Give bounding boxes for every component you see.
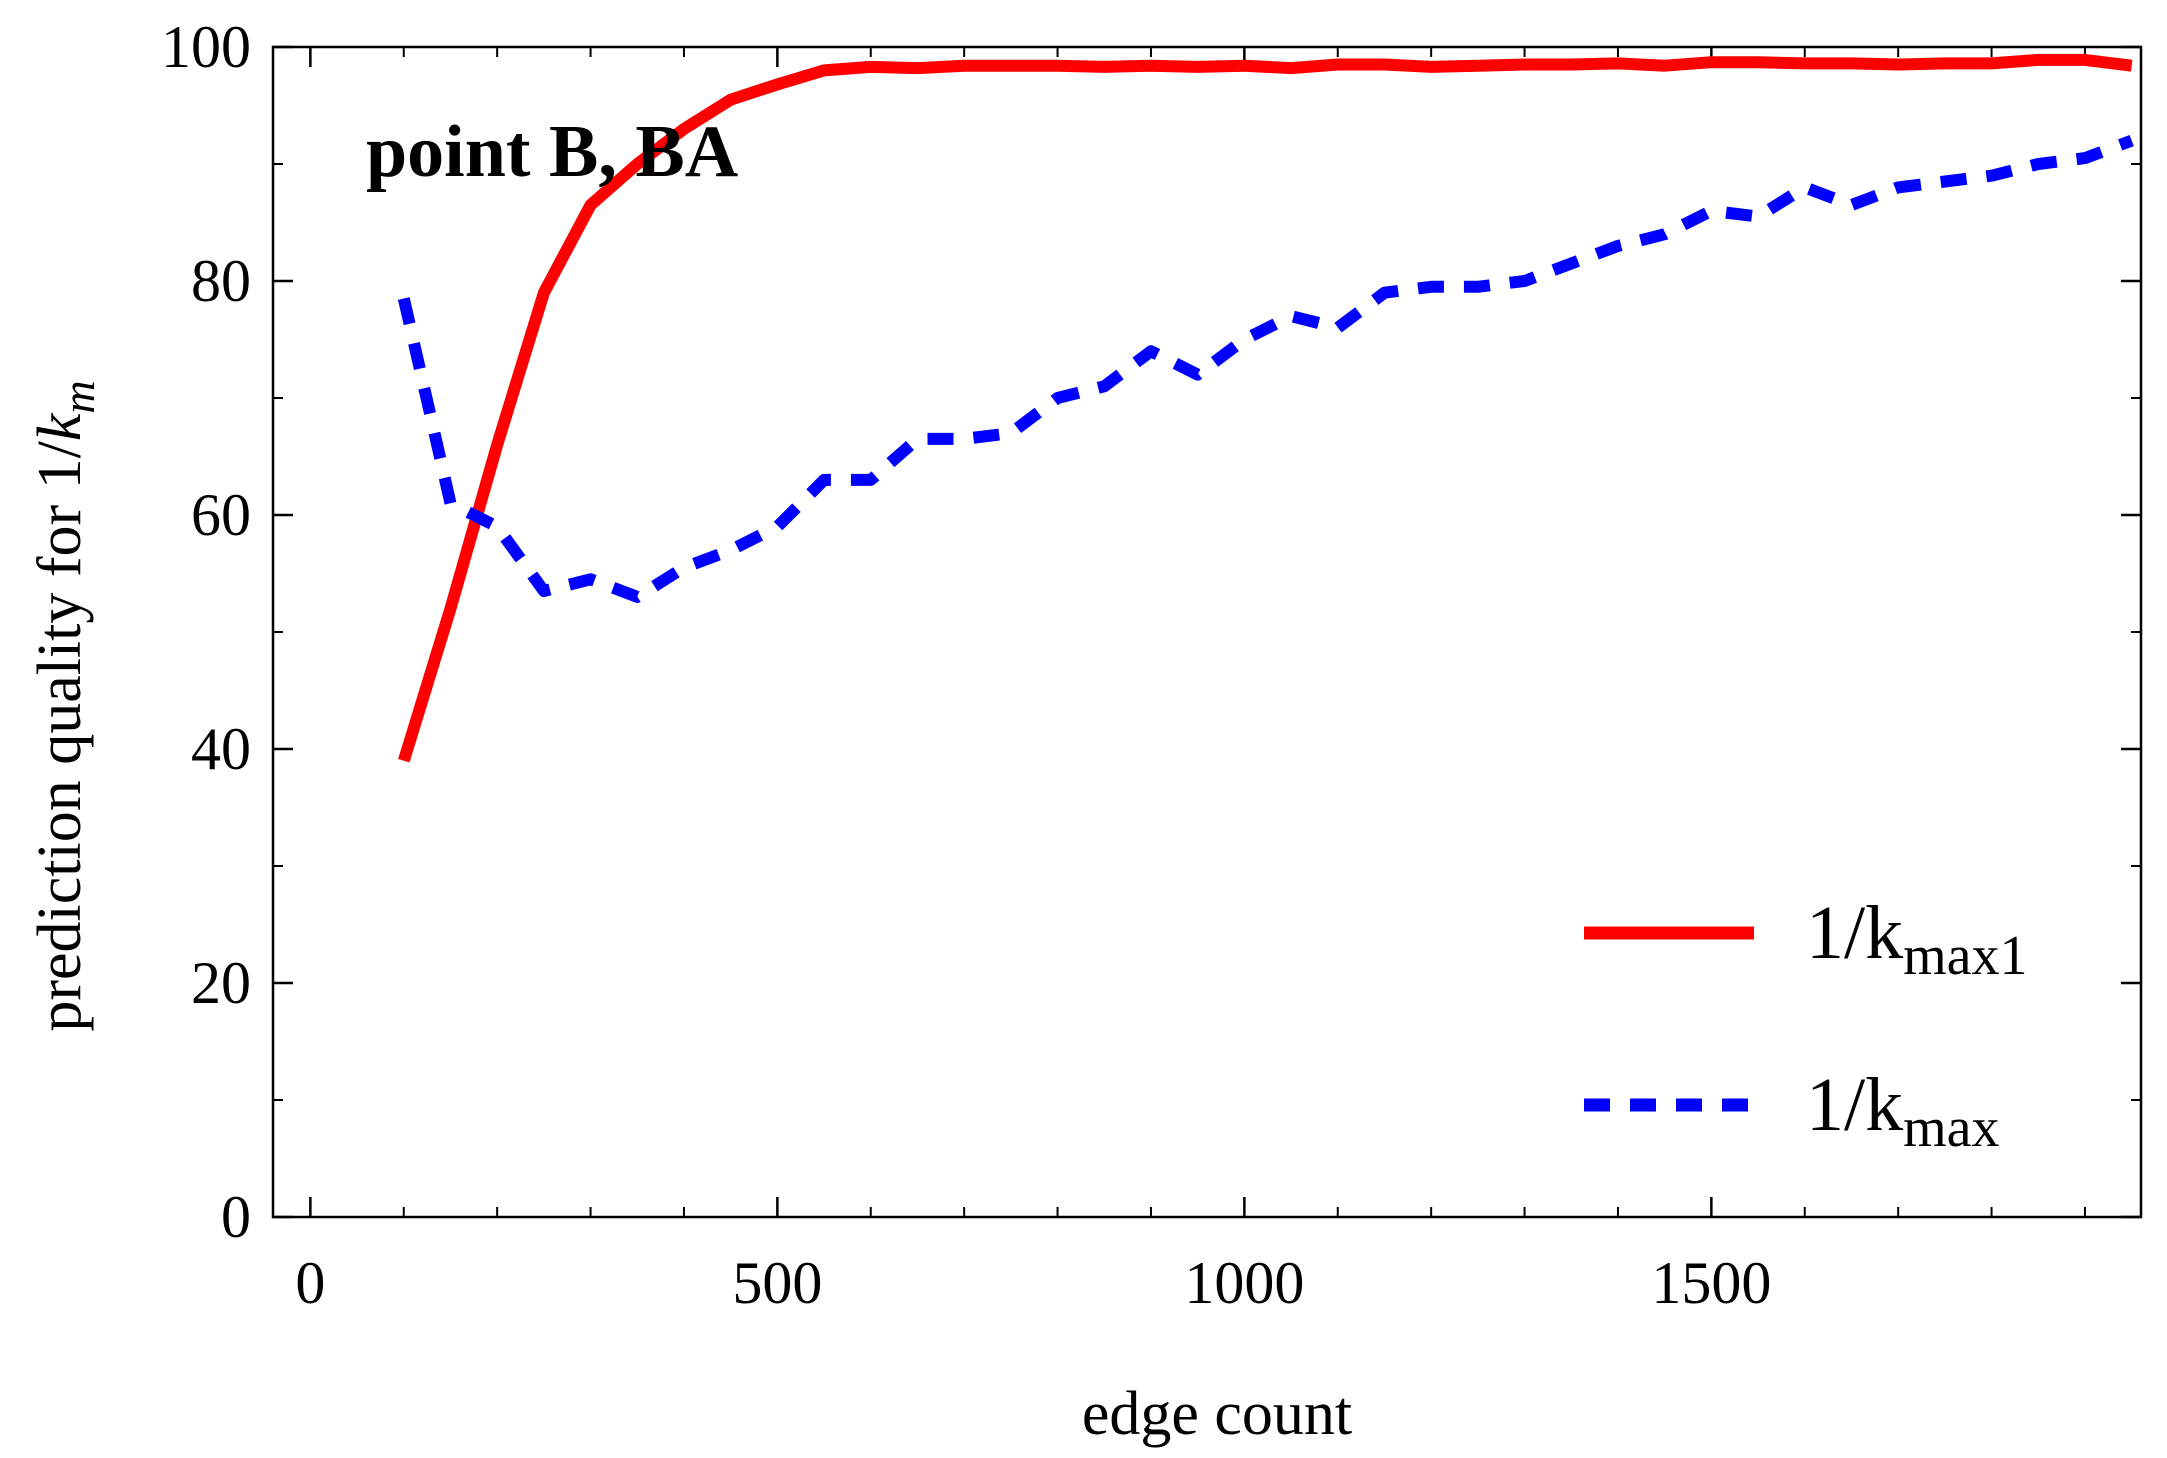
legend: 1/kmax1 1/kmax — [1584, 891, 2028, 1159]
legend-label-series-2: 1/kmax — [1806, 1063, 2000, 1159]
x-tick-label: 1500 — [1651, 1250, 1771, 1316]
x-tick-label: 500 — [732, 1250, 822, 1316]
x-axis-title: edge count — [1082, 1380, 1352, 1448]
legend-label-series-2-sub: max — [1903, 1097, 1999, 1159]
legend-label-series-1-main: 1/k — [1806, 891, 1903, 975]
minor-ticks — [273, 47, 2141, 1217]
legend-label-series-1: 1/kmax1 — [1806, 891, 2028, 987]
legend-label-series-1-sub: max1 — [1903, 925, 2027, 987]
series-line-2 — [397, 134, 2134, 603]
x-tick-label: 0 — [295, 1250, 325, 1316]
plot-annotation: point B, BA — [366, 111, 738, 193]
y-axis-title-prefix: prediction quality for 1/ — [26, 440, 94, 1031]
y-tick-label: 100 — [161, 14, 251, 80]
y-axis-title-var: k — [26, 412, 94, 441]
y-axis-title-sub: m — [53, 380, 104, 413]
legend-label-series-2-main: 1/k — [1806, 1063, 1903, 1147]
x-tick-labels: 0 500 1000 1500 — [295, 1250, 1771, 1316]
y-tick-labels: 0 20 40 60 80 100 — [161, 14, 251, 1250]
y-tick-label: 80 — [191, 248, 251, 314]
y-axis-title: prediction quality for 1/km — [26, 380, 104, 1031]
series-line-1 — [398, 53, 2133, 763]
series-layer — [397, 53, 2134, 763]
y-tick-label: 0 — [221, 1184, 251, 1250]
y-tick-label: 60 — [191, 482, 251, 548]
y-tick-label: 40 — [191, 716, 251, 782]
y-tick-label: 20 — [191, 950, 251, 1016]
x-tick-label: 1000 — [1184, 1250, 1304, 1316]
plot-frame — [271, 45, 2143, 1219]
